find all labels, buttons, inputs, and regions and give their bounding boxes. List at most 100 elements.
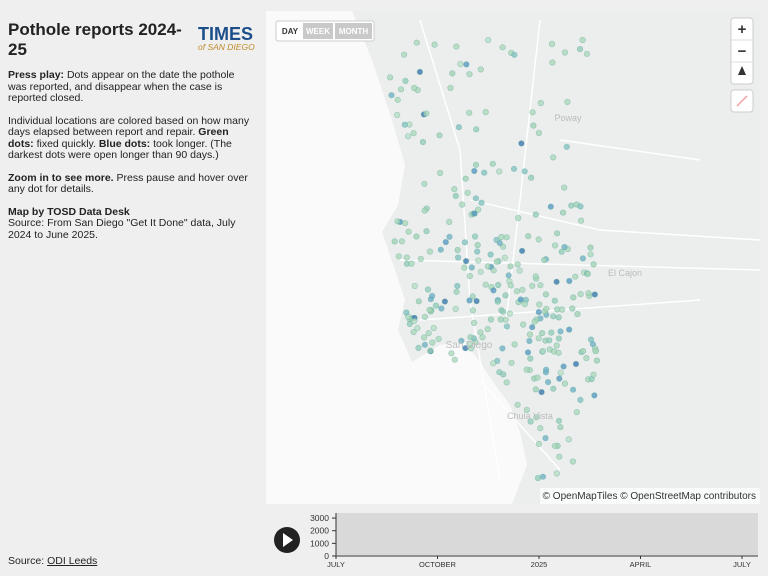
- pothole-dot: [466, 273, 474, 280]
- pothole-dot: [590, 261, 597, 268]
- road: [469, 199, 761, 241]
- pothole-dot: [554, 306, 561, 313]
- pothole-dot: [463, 258, 470, 265]
- pothole-dot: [516, 267, 523, 274]
- road: [419, 19, 501, 481]
- place-label: El Cajon: [608, 268, 642, 278]
- pothole-dot: [550, 313, 557, 320]
- pothole-dot: [570, 294, 577, 301]
- pothole-dot: [579, 255, 587, 262]
- pothole-dot: [437, 169, 444, 177]
- month-button[interactable]: MONTH: [339, 27, 369, 36]
- pothole-dot: [468, 264, 475, 271]
- button-bg: [303, 23, 333, 39]
- pothole-dot: [564, 98, 571, 105]
- pothole-dot: [466, 109, 473, 116]
- pothole-dot: [505, 272, 512, 279]
- x-tick-label: APRIL: [630, 560, 652, 569]
- pothole-dot: [403, 309, 410, 316]
- pothole-dot: [529, 109, 536, 116]
- play-icon[interactable]: [283, 533, 293, 547]
- dots: [387, 36, 601, 482]
- pothole-dot: [426, 248, 434, 255]
- pothole-dot: [417, 255, 424, 263]
- pothole-dot: [448, 350, 455, 357]
- pothole-dot: [501, 254, 508, 261]
- pothole-dot: [502, 292, 509, 299]
- pothole-dot: [587, 251, 594, 258]
- pothole-dot: [550, 385, 557, 392]
- pothole-dot: [477, 268, 484, 275]
- y-tick-label: 2000: [310, 526, 329, 536]
- pothole-dot: [532, 211, 539, 218]
- day-button[interactable]: DAY: [282, 27, 299, 36]
- week-button[interactable]: WEEK: [306, 27, 330, 36]
- pothole-dot: [490, 360, 497, 367]
- footer: Source: ODI Leeds: [8, 555, 97, 567]
- x-tick-label: JULY: [733, 560, 751, 569]
- zoom-out[interactable]: −: [738, 43, 747, 60]
- logo: TIMES of SAN DIEGO: [198, 24, 255, 52]
- pothole-dot: [539, 348, 547, 355]
- pothole-dot: [537, 282, 544, 289]
- pothole-dot: [542, 366, 550, 373]
- pothole-dot: [591, 392, 598, 399]
- pothole-dot: [535, 129, 543, 136]
- place-label: Poway: [554, 113, 582, 123]
- pothole-dot: [529, 324, 536, 331]
- pothole-dot: [421, 341, 429, 348]
- pothole-dot: [463, 61, 470, 68]
- pothole-dot: [427, 347, 434, 354]
- pothole-dot: [490, 287, 497, 294]
- paragraph: Press play: Dots appear on the date the …: [8, 69, 256, 105]
- pothole-dot: [447, 84, 454, 91]
- compass[interactable]: [738, 66, 746, 75]
- pothole-dot: [553, 230, 561, 237]
- pothole-dot: [490, 267, 497, 274]
- pothole-dot: [484, 263, 492, 270]
- pothole-dot: [432, 302, 440, 309]
- pothole-dot: [441, 298, 449, 305]
- pothole-dot: [499, 44, 506, 51]
- pothole-dot: [451, 356, 458, 363]
- pothole-dot: [576, 45, 584, 53]
- pothole-dot: [453, 43, 460, 50]
- logo-top: TIMES: [198, 24, 254, 44]
- pothole-dot: [558, 248, 565, 255]
- pothole-dot: [421, 313, 429, 321]
- pothole-dot: [518, 140, 525, 147]
- bold: Map by TOSD Data Desk: [8, 205, 130, 218]
- pothole-dot: [544, 379, 552, 386]
- pothole-dot: [503, 234, 510, 241]
- pothole-dot: [397, 86, 405, 93]
- zoom-in[interactable]: +: [738, 21, 747, 38]
- pothole-dot: [423, 110, 430, 117]
- title: Pothole reports 2024-25: [8, 20, 182, 59]
- pothole-dot: [507, 263, 514, 270]
- pothole-dot: [532, 273, 539, 280]
- pothole-dot: [557, 424, 564, 431]
- pothole-dot: [535, 335, 542, 342]
- pothole-dot: [477, 329, 484, 336]
- pothole-dot: [537, 425, 544, 432]
- source-link[interactable]: ODI Leeds: [47, 555, 98, 567]
- pothole-dot: [464, 189, 471, 196]
- pothole-dot: [572, 360, 580, 368]
- pothole-dot: [537, 99, 544, 107]
- pothole-dot: [462, 175, 469, 182]
- pothole-dot: [519, 286, 526, 293]
- pothole-dot: [423, 228, 430, 235]
- roads: [399, 19, 761, 481]
- pothole-dot: [489, 160, 496, 167]
- pothole-dot: [527, 418, 534, 425]
- pothole-dot: [559, 209, 567, 216]
- pothole-dot: [511, 51, 518, 58]
- pothole-dot: [394, 96, 401, 103]
- pothole-dot: [526, 337, 533, 345]
- pothole-dot: [421, 180, 428, 187]
- pothole-dot: [551, 242, 559, 249]
- pothole-dot: [473, 298, 480, 305]
- pothole-dot: [524, 349, 532, 356]
- pothole-dot: [446, 233, 453, 240]
- pothole-dot: [561, 243, 568, 251]
